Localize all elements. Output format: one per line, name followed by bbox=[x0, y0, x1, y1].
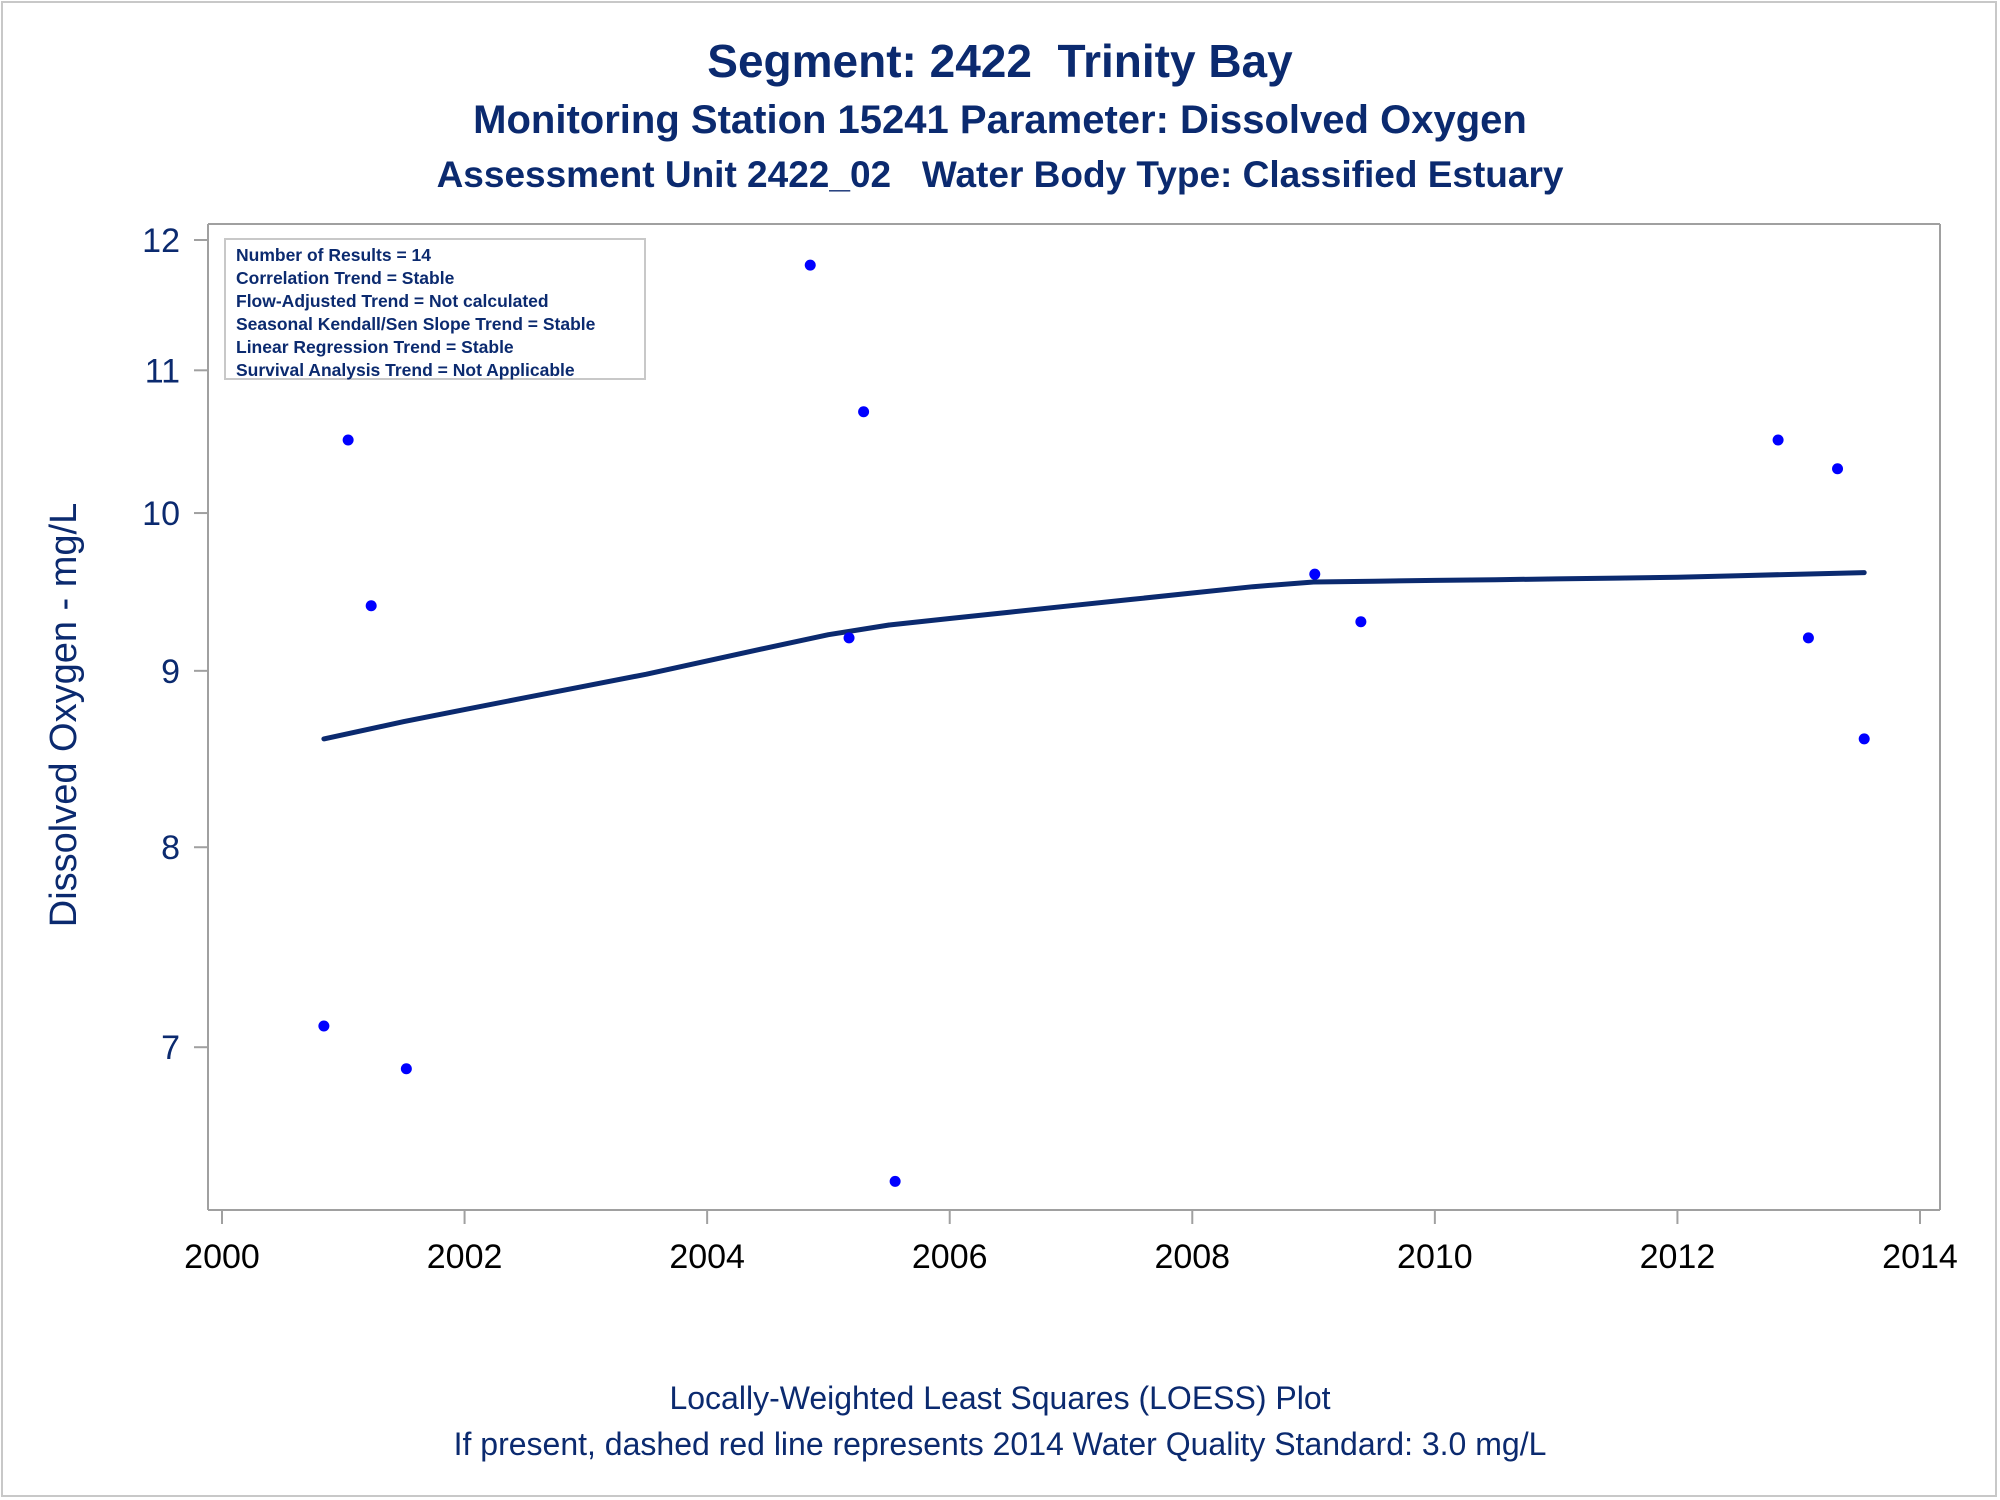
y-tick-label: 8 bbox=[161, 829, 180, 867]
x-tick-label: 2012 bbox=[1640, 1238, 1716, 1276]
stat-line-survival-analysis: Survival Analysis Trend = Not Applicable bbox=[236, 360, 575, 380]
data-point bbox=[1858, 733, 1870, 745]
y-tick-label: 12 bbox=[142, 222, 180, 260]
y-tick-label: 7 bbox=[161, 1029, 180, 1067]
data-point bbox=[342, 434, 354, 446]
data-point bbox=[843, 632, 855, 644]
x-tick-label: 2002 bbox=[427, 1238, 503, 1276]
data-point bbox=[1309, 568, 1321, 580]
data-point bbox=[1802, 632, 1814, 644]
x-tick-label: 2014 bbox=[1882, 1238, 1958, 1276]
x-tick-label: 2008 bbox=[1154, 1238, 1230, 1276]
data-point bbox=[1355, 616, 1367, 628]
stat-line-results: Number of Results = 14 bbox=[236, 245, 431, 265]
stat-line-seasonal-kendall: Seasonal Kendall/Sen Slope Trend = Stabl… bbox=[236, 314, 596, 334]
y-tick-label: 10 bbox=[142, 495, 180, 533]
chart-subtitle: Monitoring Station 15241 Parameter: Diss… bbox=[473, 98, 1527, 142]
x-tick-label: 2000 bbox=[184, 1238, 260, 1276]
data-point bbox=[889, 1175, 901, 1187]
x-tick-label: 2004 bbox=[669, 1238, 745, 1276]
data-point bbox=[318, 1020, 330, 1032]
stat-line-linear-regression: Linear Regression Trend = Stable bbox=[236, 337, 514, 357]
stats-inset-box: Number of Results = 14 Correlation Trend… bbox=[224, 238, 646, 380]
stat-line-correlation: Correlation Trend = Stable bbox=[236, 268, 455, 288]
x-tick-label: 2006 bbox=[912, 1238, 988, 1276]
data-point bbox=[1772, 434, 1784, 446]
footnote-standard: If present, dashed red line represents 2… bbox=[453, 1426, 1547, 1462]
data-point bbox=[804, 259, 816, 271]
y-tick-label: 11 bbox=[145, 352, 180, 390]
data-point bbox=[400, 1063, 412, 1075]
data-point bbox=[858, 406, 870, 418]
chart-subtitle-2: Assessment Unit 2422_02 Water Body Type:… bbox=[436, 154, 1564, 195]
data-point bbox=[365, 600, 377, 612]
stat-line-flow-adjusted: Flow-Adjusted Trend = Not calculated bbox=[236, 291, 549, 311]
footnote-loess: Locally-Weighted Least Squares (LOESS) P… bbox=[669, 1380, 1331, 1416]
y-tick-label: 9 bbox=[161, 653, 180, 691]
chart-title: Segment: 2422 Trinity Bay bbox=[707, 35, 1293, 87]
y-axis-title: Dissolved Oxygen - mg/L bbox=[43, 503, 85, 928]
x-tick-label: 2010 bbox=[1397, 1238, 1473, 1276]
data-point bbox=[1832, 463, 1844, 475]
loess-line bbox=[321, 570, 1867, 742]
